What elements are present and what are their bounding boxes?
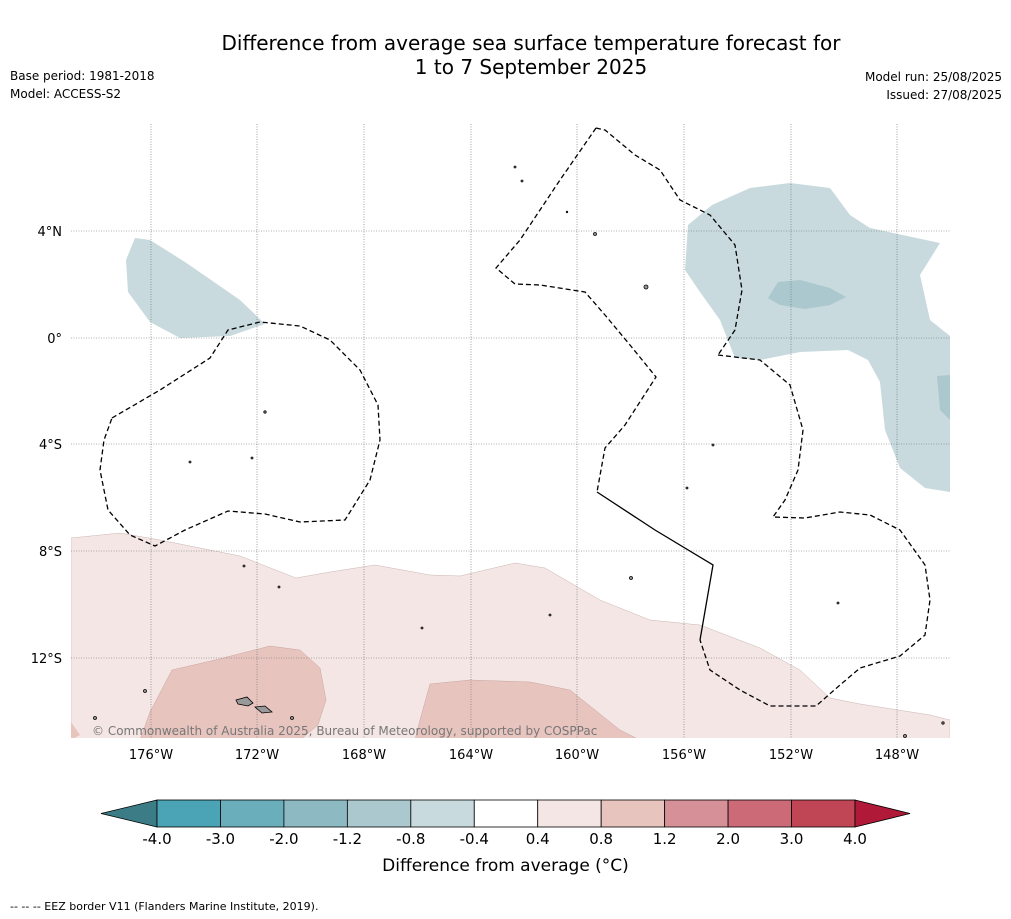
colorbar-tick-label: -0.8: [396, 830, 425, 848]
warm-anomaly-mid-corner: [71, 722, 80, 738]
colorbar: -4.0 -3.0 -2.0 -1.2 -0.8 -0.4 0.4 0.8 1.2 2.0 3.0 4…: [100, 799, 911, 848]
graticule: [71, 124, 950, 738]
colorbar-bin: [600, 799, 666, 828]
lat-label: 12°S: [31, 652, 62, 667]
lon-label: 176°W: [129, 748, 173, 763]
title-line-1: Difference from average sea surface temp…: [221, 31, 841, 55]
eez-footnote: -- -- -- EEZ border V11 (Flanders Marine…: [10, 900, 319, 913]
longitude-labels: 176°W 172°W 168°W 164°W 160°W 156°W 152°W 148°W: [129, 748, 919, 763]
eez-french-polynesia: [699, 354, 931, 707]
lon-label: 164°W: [449, 748, 493, 763]
colorbar-bin: [283, 799, 348, 828]
colorbar-tick-label: -4.0: [142, 830, 171, 848]
model-name: Model: ACCESS-S2: [10, 87, 122, 101]
title-line-2: 1 to 7 September 2025: [414, 55, 648, 79]
lon-label: 148°W: [875, 748, 919, 763]
model-run: Model run: 25/08/2025: [864, 70, 1002, 84]
colorbar-tick-label: -0.4: [460, 830, 489, 848]
lat-label: 4°N: [38, 225, 63, 240]
colorbar-bin: [664, 799, 729, 828]
meta-left: Base period: 1981-2018 Model: ACCESS-S2: [10, 67, 155, 103]
cool-anomaly-west: [126, 238, 265, 338]
base-period: Base period: 1981-2018: [10, 69, 155, 83]
colorbar-tick-label: 2.0: [716, 830, 740, 848]
colorbar-bin: [537, 799, 602, 828]
colorbar-tick-label: 3.0: [780, 830, 804, 848]
eez-kiribati-line: [595, 127, 743, 356]
latitude-labels: 4°N 0° 4°S 8°S 12°S: [31, 225, 62, 667]
cool-anomaly-east-edge: [937, 375, 950, 420]
colorbar-bin: [791, 799, 856, 828]
colorbar-tick-label: 0.8: [589, 830, 613, 848]
eez-borders: [99, 127, 931, 707]
colorbar-extend-min: [100, 799, 158, 828]
island-upolu: [254, 705, 273, 714]
island-savaii: [235, 696, 254, 707]
eez-solid-segment: [596, 491, 714, 641]
lon-label: 172°W: [235, 748, 279, 763]
cool-anomaly-east: [685, 183, 950, 492]
colorbar-bin: [473, 799, 539, 828]
colorbar-bin: [346, 799, 412, 828]
colorbar-tick-label: -2.0: [269, 830, 298, 848]
colorbar-tick-label: -1.2: [333, 830, 362, 848]
colorbar-tick-label: 4.0: [843, 830, 867, 848]
warm-anomaly-mid-center: [415, 679, 637, 738]
colorbar-tick-label: 1.2: [653, 830, 677, 848]
eez-tokelau: [99, 321, 381, 547]
copyright-notice: © Commonwealth of Australia 2025, Bureau…: [92, 724, 598, 738]
islands: [93, 165, 945, 738]
map-title: Difference from average sea surface temp…: [0, 31, 1011, 79]
eez-kiribati-west: [495, 127, 657, 493]
lat-label: 8°S: [39, 545, 62, 560]
colorbar-title: Difference from average (°C): [382, 856, 629, 876]
cool-anomaly-east-core: [768, 280, 846, 309]
colorbar-bin: [727, 799, 792, 828]
colorbar-tick-label: -3.0: [206, 830, 235, 848]
colorbar-tick-label: 0.4: [526, 830, 550, 848]
warm-anomaly-mid-west: [140, 645, 327, 738]
colorbar-bin: [220, 799, 285, 828]
lon-label: 168°W: [342, 748, 386, 763]
lon-label: 160°W: [555, 748, 599, 763]
lat-label: 4°S: [39, 438, 62, 453]
colorbar-bin: [156, 799, 221, 828]
meta-right: Model run: 25/08/2025 Issued: 27/08/2025: [865, 68, 1002, 104]
map-area: [71, 124, 950, 738]
lon-label: 152°W: [769, 748, 813, 763]
colorbar-bin: [410, 799, 475, 828]
lat-label: 0°: [47, 332, 62, 347]
lon-label: 156°W: [662, 748, 706, 763]
colorbar-extend-max: [854, 799, 911, 828]
issued-date: Issued: 27/08/2025: [886, 88, 1002, 102]
